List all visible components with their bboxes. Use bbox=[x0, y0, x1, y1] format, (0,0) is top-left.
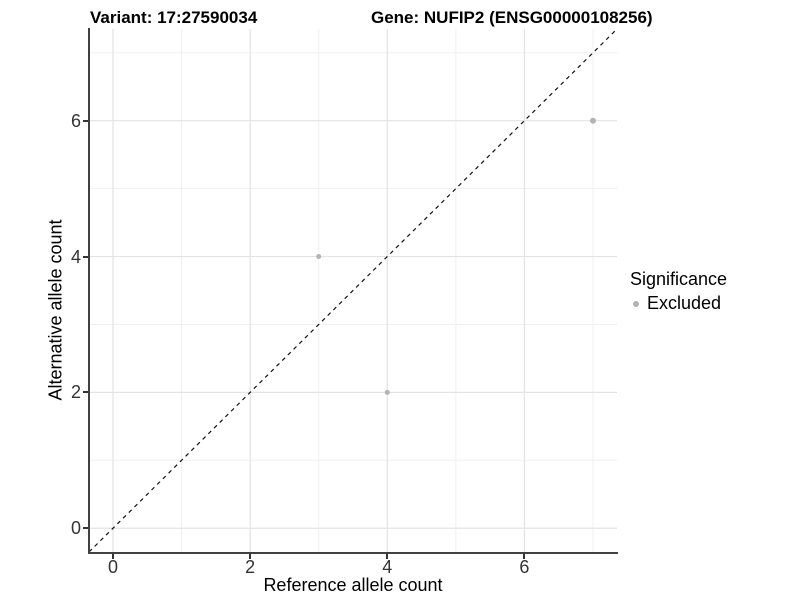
y-tick-label: 4 bbox=[70, 246, 81, 267]
x-tick-label: 4 bbox=[382, 557, 393, 577]
plot-canvas bbox=[88, 28, 618, 553]
x-tick-label: 6 bbox=[519, 557, 530, 577]
legend-item-label: Excluded bbox=[647, 293, 722, 313]
data-point bbox=[590, 117, 596, 124]
x-axis-tick bbox=[112, 554, 114, 559]
plot-panel bbox=[88, 28, 618, 553]
y-axis-tick bbox=[83, 119, 88, 122]
legend-title: Significance bbox=[630, 269, 728, 289]
data-point bbox=[384, 389, 390, 395]
gene-title: Gene: NUFIP2 (ENSG00000108256) bbox=[371, 8, 653, 27]
y-axis-line bbox=[88, 28, 90, 554]
y-axis-title: Alternative allele count bbox=[45, 219, 66, 401]
variant-title: Variant: 17:27590034 bbox=[90, 8, 258, 27]
y-axis-tick bbox=[83, 391, 88, 394]
x-tick-label: 2 bbox=[245, 557, 256, 577]
identity-line bbox=[88, 28, 618, 553]
x-axis-title: Reference allele count bbox=[263, 575, 443, 595]
x-axis-line bbox=[88, 552, 618, 554]
x-tick-label: 0 bbox=[107, 557, 118, 577]
legend-item-excluded: Excluded bbox=[630, 293, 727, 314]
x-axis-tick bbox=[386, 554, 389, 559]
y-axis-tick bbox=[83, 255, 88, 258]
legend-point-icon bbox=[633, 300, 639, 307]
data-point bbox=[316, 254, 322, 260]
y-axis-tick bbox=[83, 527, 88, 530]
y-tick-label: 6 bbox=[70, 110, 81, 131]
y-tick-label: 0 bbox=[70, 518, 81, 539]
legend: Significance Excluded bbox=[630, 269, 727, 314]
x-axis-tick bbox=[249, 554, 252, 559]
x-axis-tick bbox=[523, 554, 526, 559]
y-tick-label: 2 bbox=[70, 382, 81, 403]
